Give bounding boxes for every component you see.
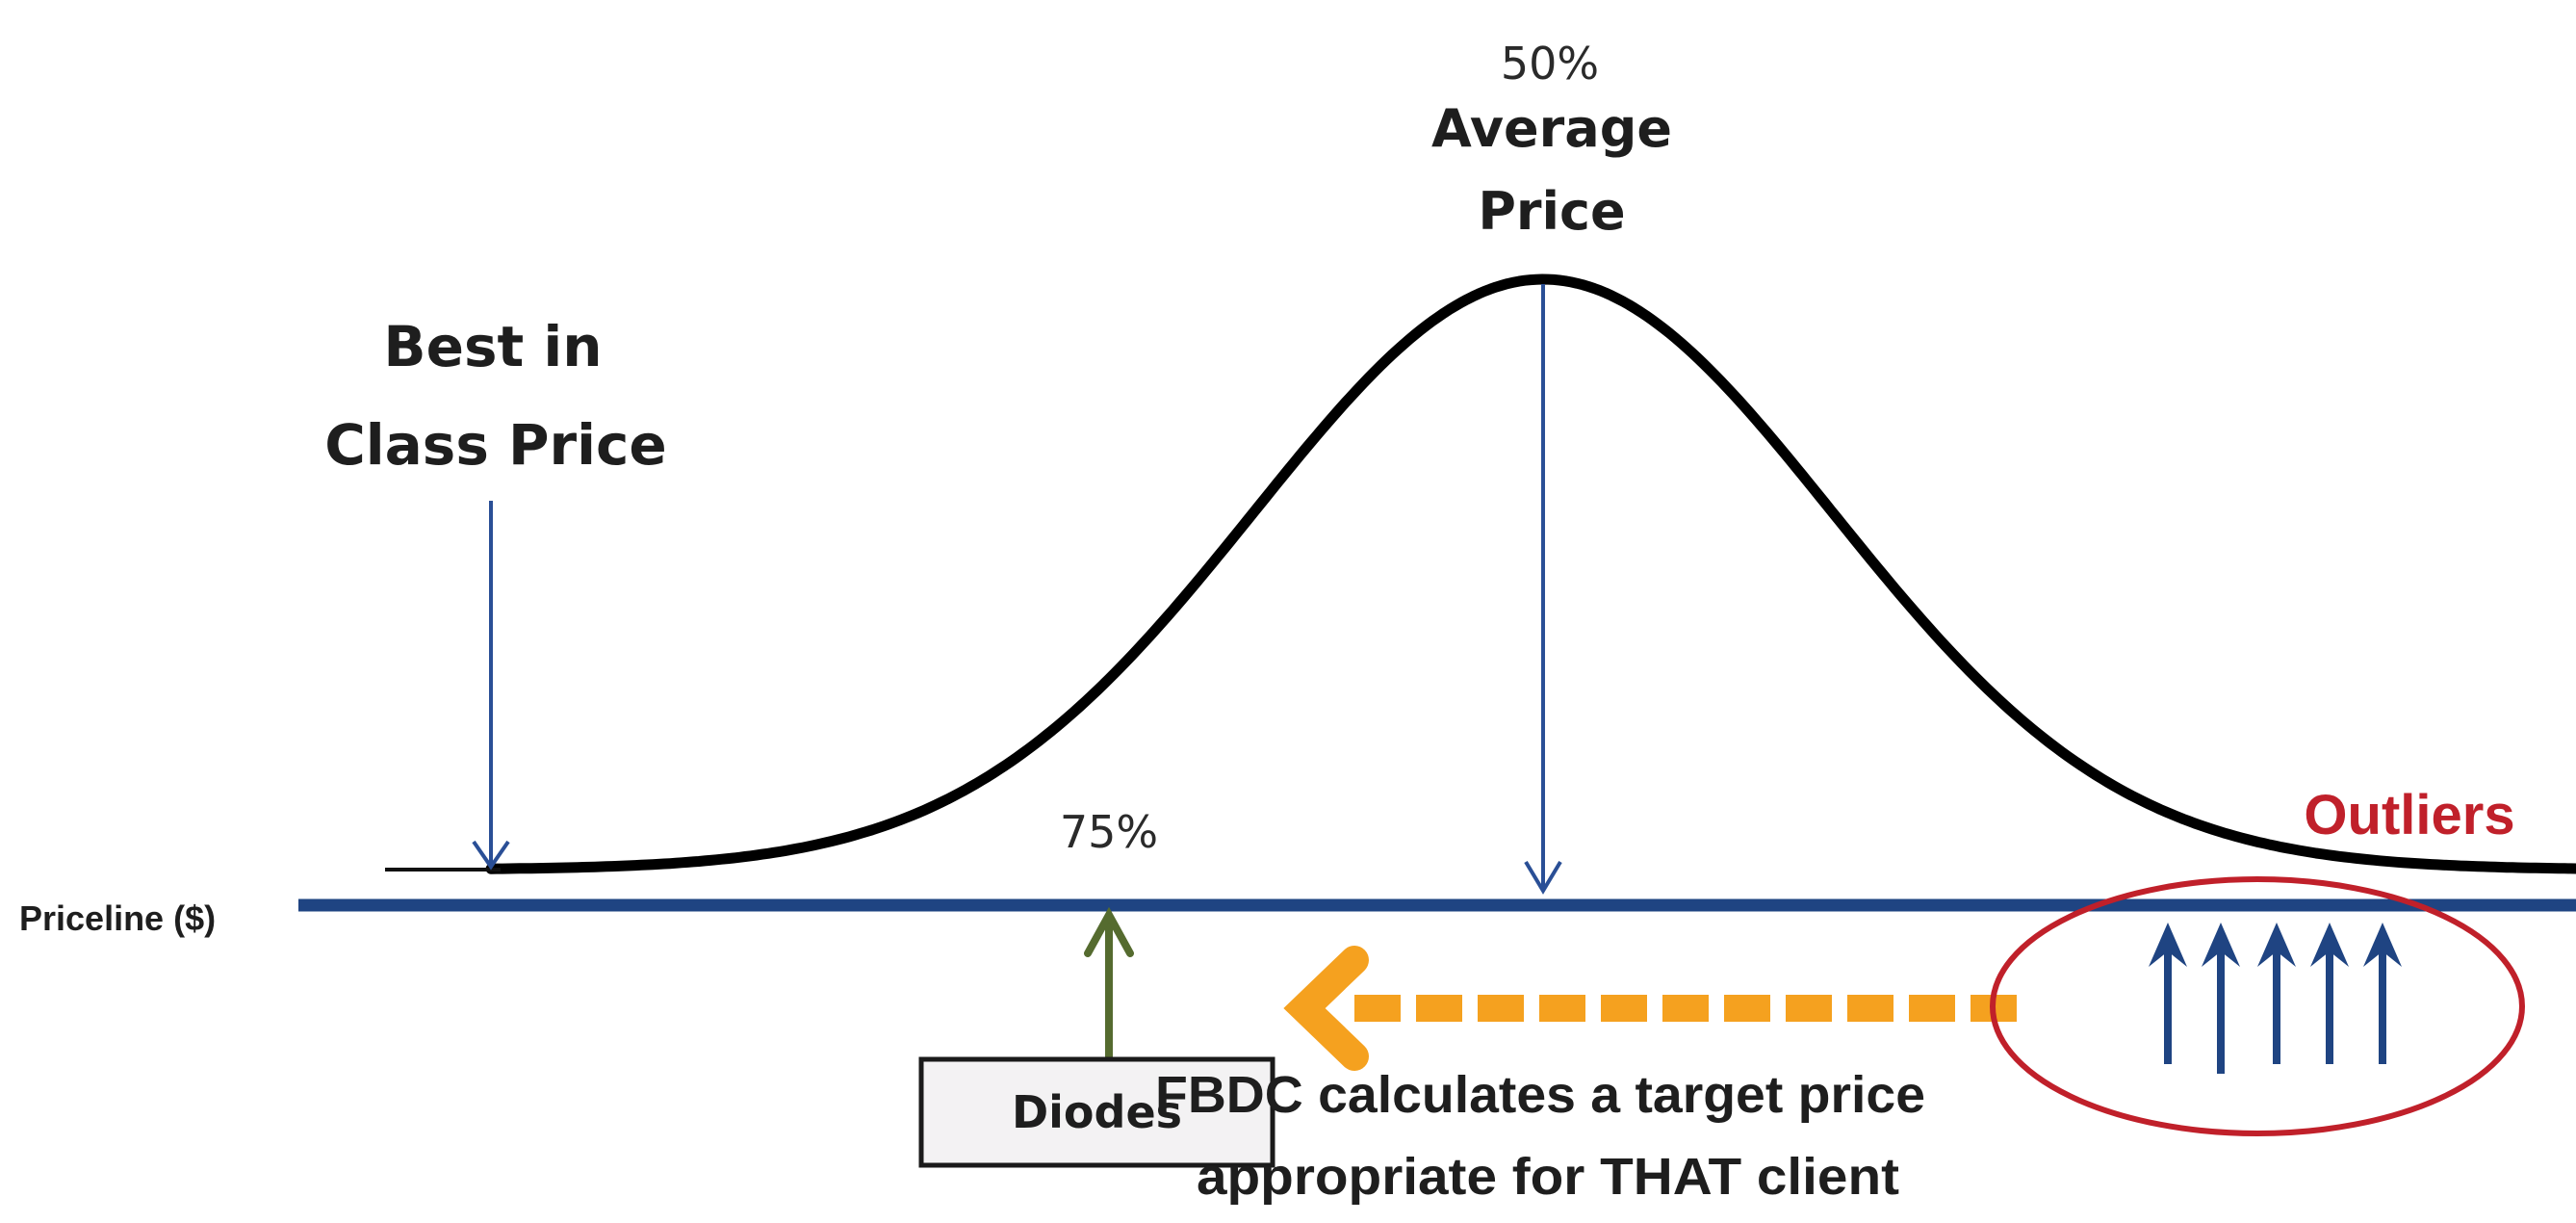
arrow-up-icon — [1084, 906, 1134, 1057]
average-price-label-line2: Price — [1478, 181, 1625, 242]
average-percentile-label: 50% — [1501, 38, 1599, 90]
outliers-highlight-ellipse — [1990, 876, 2525, 1136]
diodes-box: Diodes — [918, 1056, 1275, 1168]
dashed-arrow-left-icon — [1283, 946, 2017, 1071]
arrow-up-icon — [2149, 923, 2187, 1064]
arrow-down-icon — [1524, 284, 1562, 895]
diodes-label: Diodes — [1012, 1086, 1182, 1138]
fbdc-description-line2: appropriate for THAT client — [1197, 1148, 1899, 1206]
arrow-down-icon — [472, 501, 510, 871]
arrow-up-icon — [2363, 923, 2402, 1064]
priceline-label: Priceline ($) — [19, 898, 216, 938]
best-in-class-label-line1: Best in — [383, 314, 602, 379]
best-in-class-label-line2: Class Price — [324, 412, 667, 478]
arrow-up-icon — [2257, 923, 2296, 1064]
outliers-label: Outliers — [2304, 784, 2514, 846]
arrow-up-icon — [2310, 923, 2349, 1064]
percentile-75-label: 75% — [1060, 806, 1158, 858]
fbdc-description-line1: FBDC calculates a target price — [1155, 1066, 1925, 1124]
average-price-label-line1: Average — [1431, 98, 1672, 159]
arrow-up-icon — [2202, 923, 2240, 1074]
bell-curve — [485, 273, 2576, 874]
outlier-arrows — [2149, 923, 2402, 1074]
